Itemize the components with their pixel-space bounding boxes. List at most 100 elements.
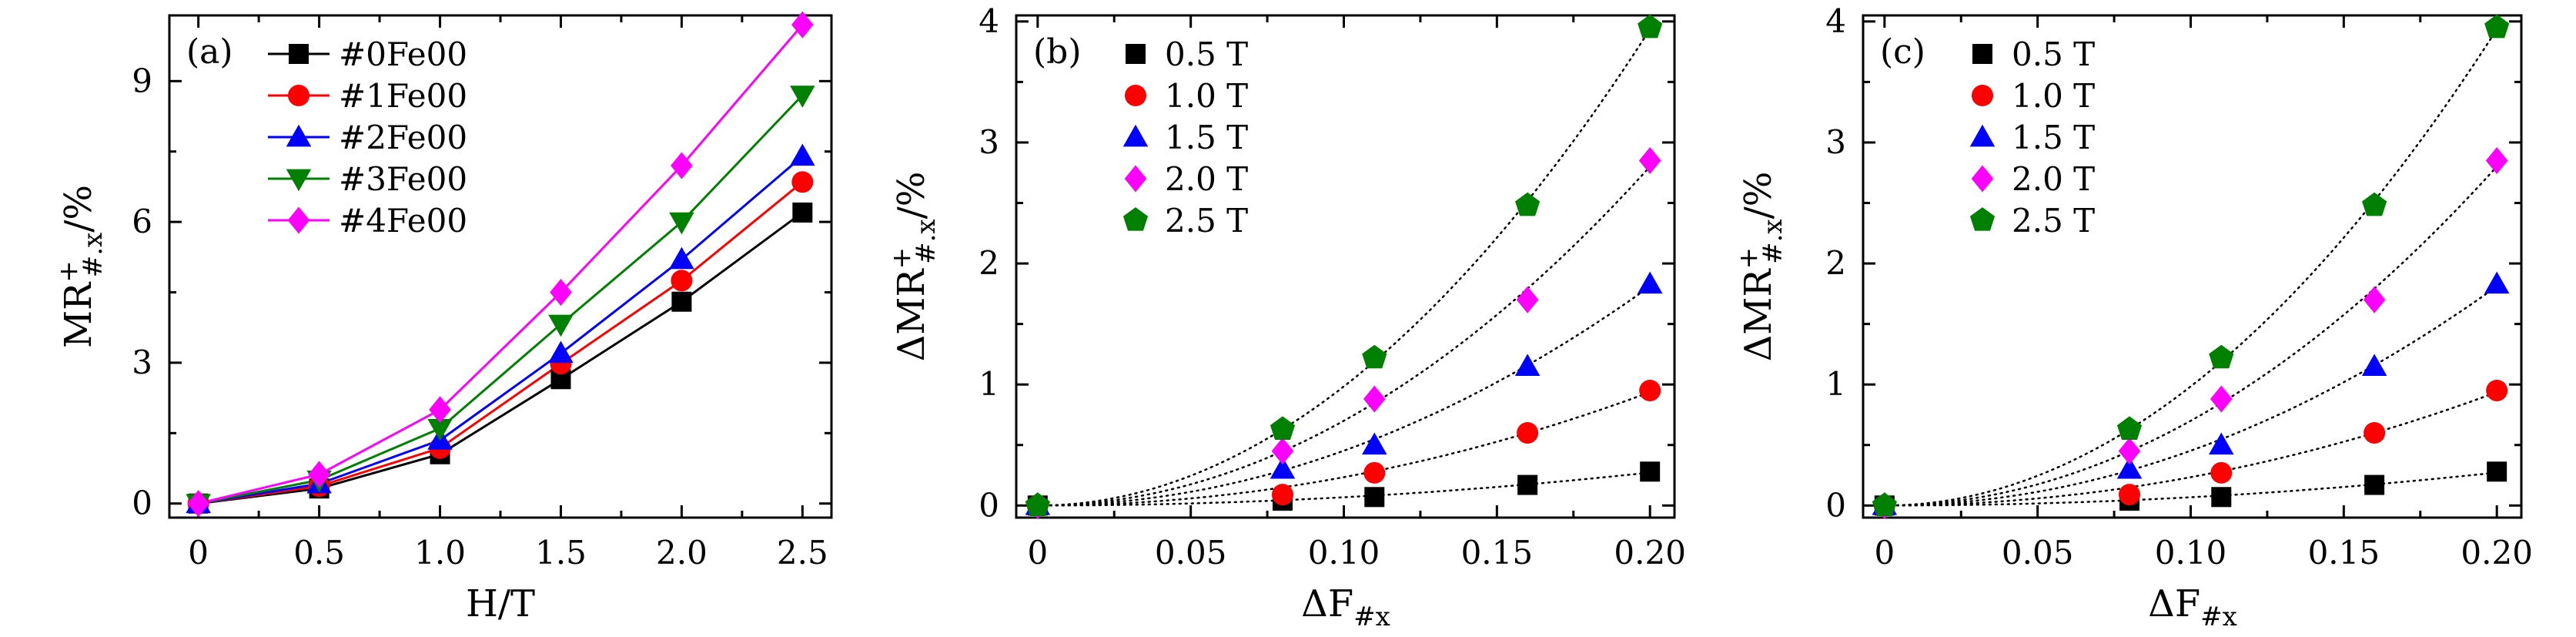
x-axis-title: H/T (466, 582, 535, 625)
data-point (790, 85, 815, 108)
data-point (1515, 192, 1541, 216)
panel-2: 0 0.05 0.10 0.15 0.20 0 1 2 3 4 (b) 0.5 T 1.0 T 1.5 T… (886, 2, 1686, 632)
series-line (198, 181, 804, 505)
fit-curve (1883, 165, 2498, 507)
y-tick-label: 0 (1825, 486, 1846, 524)
data-point (2209, 344, 2234, 369)
legend-marker (1122, 207, 1149, 231)
fit-curve (1036, 471, 1651, 507)
data-point (1638, 14, 1663, 39)
data-point (2364, 474, 2385, 495)
data-point (1517, 422, 1539, 444)
data-point (1637, 271, 1663, 294)
legend-marker (287, 206, 310, 234)
y-tick-label: 3 (1825, 123, 1846, 161)
fit-curve (1036, 28, 1651, 507)
data-point (1363, 461, 1386, 484)
data-point (669, 212, 694, 235)
fit-curve (1883, 391, 2498, 507)
fit-curve (1883, 285, 2498, 507)
y-tick-label: 3 (979, 123, 999, 161)
legend-label: 0.5 T (1165, 35, 1248, 73)
legend-label: 1.0 T (2012, 77, 2095, 115)
data-point (2485, 146, 2508, 175)
data-point (1363, 385, 1386, 413)
series-line (198, 155, 804, 505)
data-point (1639, 380, 1661, 402)
y-tick-label: 1 (979, 365, 999, 403)
legend-marker (286, 169, 312, 192)
data-point (2363, 286, 2386, 313)
data-point (2361, 354, 2387, 376)
y-tick-label: 4 (1825, 2, 1846, 40)
y-tick-label: 2 (979, 244, 999, 282)
data-point (1362, 432, 1387, 455)
legend-marker (1971, 165, 1994, 193)
data-point (187, 490, 209, 518)
y-tick-label: 4 (979, 2, 999, 40)
x-tick-label: 0.05 (2002, 534, 2074, 572)
legend-label: 0.5 T (2012, 35, 2095, 73)
fit-curve (1036, 285, 1651, 507)
legend-label: #2Fe00 (339, 119, 467, 156)
panel-label: (b) (1033, 32, 1082, 72)
x-axis-title: ΔF#x (2148, 582, 2237, 632)
data-point (2211, 487, 2232, 508)
fit-curve (1036, 391, 1651, 507)
data-point (671, 291, 692, 312)
y-tick-label: 2 (1825, 244, 1846, 282)
data-point (1270, 456, 1296, 479)
legend-label: 2.5 T (1165, 202, 1248, 240)
data-point (792, 202, 813, 223)
data-point (1271, 438, 1294, 465)
data-point (791, 171, 814, 193)
legend-label: #1Fe00 (339, 77, 467, 115)
data-point (550, 278, 572, 307)
y-tick-label: 3 (132, 344, 152, 381)
y-axis-title: ΔMR+#.x/% (1733, 172, 1788, 362)
fit-curve (1883, 28, 2498, 507)
data-point (790, 143, 815, 166)
legend-label: 1.0 T (1165, 77, 1248, 115)
panel-label: (a) (186, 32, 233, 72)
x-tick-label: 0 (1874, 534, 1895, 572)
legend-label: #0Fe00 (339, 35, 467, 73)
data-point (2210, 385, 2233, 413)
data-point (1516, 286, 1539, 313)
data-point (2486, 380, 2508, 402)
series-line (198, 211, 804, 505)
y-axis-title: MR+#.x/% (53, 185, 109, 348)
data-point (669, 246, 694, 270)
data-point (2116, 416, 2143, 440)
data-point (308, 461, 330, 488)
x-tick-label: 0 (188, 534, 209, 572)
data-point (1271, 484, 1293, 506)
legend-marker (1969, 207, 1996, 231)
y-tick-label: 9 (132, 62, 152, 99)
y-tick-label: 6 (132, 203, 152, 240)
legend-label: 2.5 T (2012, 202, 2095, 240)
x-tick-label: 0.10 (1308, 534, 1380, 572)
data-point (1270, 416, 1296, 440)
legend-marker (1972, 85, 1993, 106)
legend-label: #3Fe00 (339, 160, 467, 198)
data-point (1517, 474, 1538, 495)
legend-marker (1124, 165, 1147, 193)
series-line (198, 94, 804, 505)
data-point (2484, 271, 2510, 294)
x-tick-label: 0 (1027, 534, 1048, 572)
legend-label: 2.0 T (1165, 160, 1248, 198)
panel-3: 0 0.05 0.10 0.15 0.20 0 1 2 3 4 (c) 0.5 T 1.0 T 1.5 T… (1733, 2, 2533, 632)
y-tick-label: 1 (1825, 365, 1846, 403)
data-point (791, 11, 814, 39)
data-point (1362, 344, 1387, 369)
data-point (2362, 192, 2387, 216)
legend-label: 1.5 T (2012, 119, 2095, 156)
x-tick-label: 0.15 (1461, 534, 1534, 572)
legend-marker (289, 44, 309, 64)
data-point (427, 418, 453, 441)
y-axis-title: ΔMR+#.x/% (886, 172, 942, 362)
data-point (1872, 492, 1897, 516)
data-point (2118, 484, 2140, 506)
data-point (2484, 14, 2510, 39)
